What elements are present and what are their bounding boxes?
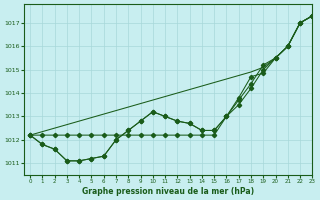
X-axis label: Graphe pression niveau de la mer (hPa): Graphe pression niveau de la mer (hPa) (82, 187, 254, 196)
